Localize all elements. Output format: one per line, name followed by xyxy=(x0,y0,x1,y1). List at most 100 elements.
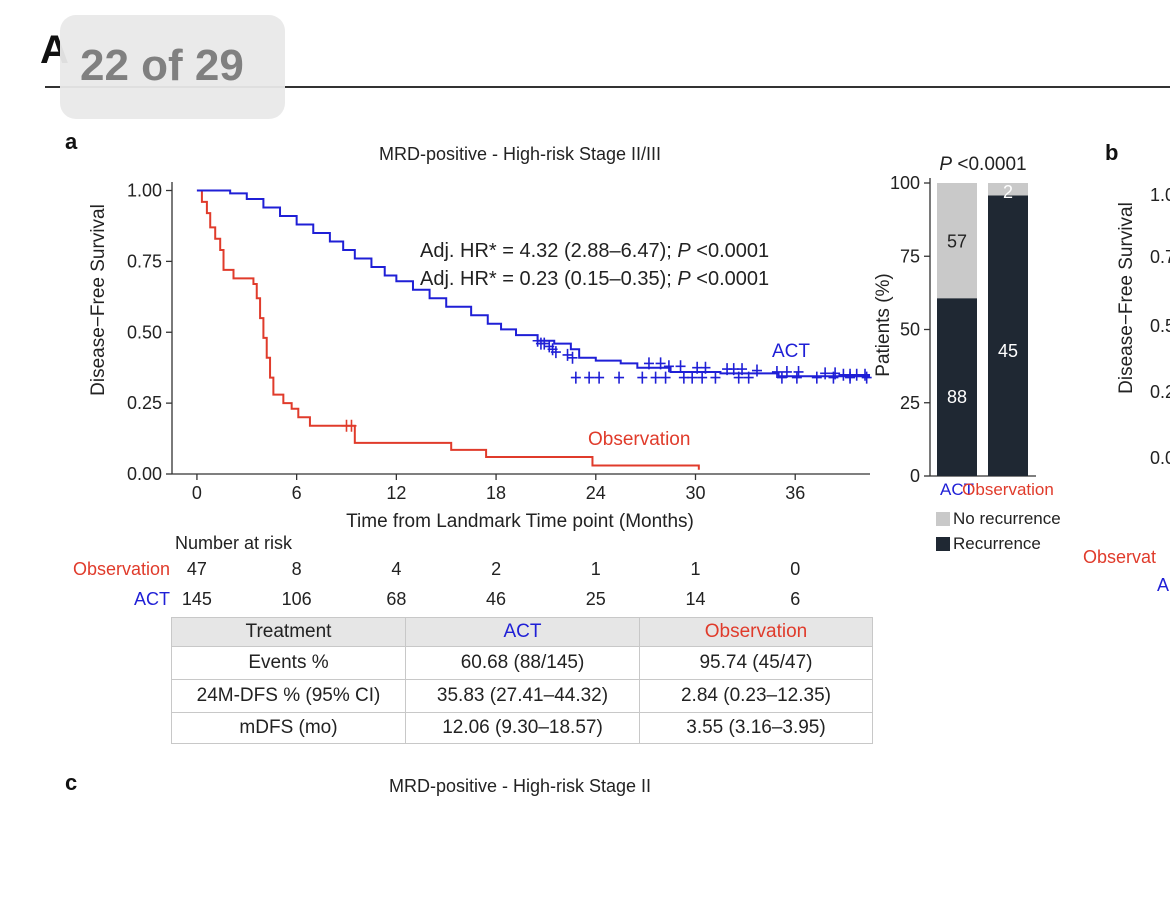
km-act-censor-mark xyxy=(539,337,550,350)
bar-category-label: Observation xyxy=(962,480,1054,499)
km-act-censor-mark xyxy=(637,371,648,384)
km-act-censor-mark xyxy=(733,371,744,384)
km-observation-censor-marks xyxy=(341,419,357,432)
figure: a b c MRD-positive - High-risk Stage II … xyxy=(65,129,1170,796)
km-y-tick-label: 0.75 xyxy=(127,251,162,271)
risk-table-value: 6 xyxy=(790,589,800,609)
table-cell: 95.74 (45/47) xyxy=(639,646,873,680)
table-row: Events % 60.68 (88/145) 95.74 (45/47) xyxy=(171,646,873,680)
km-act-censor-mark xyxy=(697,371,708,384)
panel-b-label: b xyxy=(1105,140,1118,165)
bar-segment-no-recurrence xyxy=(937,183,977,299)
km-hr-line-1: Adj. HR* = 4.32 (2.88–6.47); P <0.0001 xyxy=(420,240,769,262)
risk-row-observation-label: Observation xyxy=(73,559,170,579)
bar-title: P <0.0001 xyxy=(939,154,1026,175)
km-act-censor-mark xyxy=(791,371,802,384)
km-act-censor-marks xyxy=(532,334,872,384)
km-observation-censor-mark xyxy=(346,419,357,432)
risk-table-value: 25 xyxy=(586,589,606,609)
km-hr-line-2: Adj. HR* = 0.23 (0.15–0.35); P <0.0001 xyxy=(420,268,769,290)
km-act-censor-mark xyxy=(550,346,561,359)
km-act-censor-mark xyxy=(570,371,581,384)
km-act-censor-mark xyxy=(820,367,831,380)
bar-ylabel: Patients (%) xyxy=(873,273,894,376)
b-ytick-2: 0.7 xyxy=(1150,247,1170,267)
risk-table-value: 4 xyxy=(391,559,401,579)
km-act-censor-mark xyxy=(584,371,595,384)
km-act-censor-mark xyxy=(776,371,787,384)
risk-table-value: 1 xyxy=(690,559,700,579)
bar-y-ticks: 0 25 50 75 100 xyxy=(890,173,930,486)
km-act-censor-mark xyxy=(675,360,686,373)
risk-table-value: 8 xyxy=(292,559,302,579)
km-act-censor-mark xyxy=(660,371,671,384)
km-act-censor-mark xyxy=(811,371,822,384)
risk-table-value: 145 xyxy=(182,589,212,609)
km-act-censor-mark xyxy=(793,365,804,378)
table-row: mDFS (mo) 12.06 (9.30–18.57) 3.55 (3.16–… xyxy=(171,712,873,744)
header-rule xyxy=(45,86,1170,88)
risk-table-value: 14 xyxy=(685,589,705,609)
b-risk-observation-label: Observat xyxy=(1083,547,1156,567)
panel-c-title: MRD-positive - High-risk Stage II xyxy=(389,776,651,796)
km-y-ticks: 0.00 0.25 0.50 0.75 1.00 xyxy=(127,181,172,484)
km-act-censor-mark xyxy=(710,371,721,384)
km-act-censor-mark xyxy=(643,357,654,370)
b-risk-act-label: A xyxy=(1157,575,1169,595)
b-ytick-1: 1.0 xyxy=(1150,185,1170,205)
bar-segment-recurrence xyxy=(988,195,1028,476)
km-act-curve xyxy=(196,189,870,378)
bar-data-label: 45 xyxy=(998,341,1018,361)
table-cell: 2.84 (0.23–12.35) xyxy=(639,679,873,713)
km-act-censor-mark xyxy=(655,357,666,370)
km-y-tick-label: 0.50 xyxy=(127,322,162,342)
bar-y-tick-label: 0 xyxy=(910,466,920,486)
summary-header-observation: Observation xyxy=(639,617,873,647)
table-cell: mDFS (mo) xyxy=(171,712,406,744)
km-ylabel: Disease−Free Survival xyxy=(88,204,109,396)
km-act-censor-mark xyxy=(650,371,661,384)
bar-data-label: 2 xyxy=(1003,182,1013,202)
km-xlabel: Time from Landmark Time point (Months) xyxy=(346,511,694,532)
km-act-censor-mark xyxy=(743,371,754,384)
km-x-tick-label: 0 xyxy=(192,483,202,503)
km-act-censor-mark xyxy=(614,371,625,384)
bar-category-label: ACT xyxy=(940,480,974,499)
km-act-censor-mark xyxy=(562,348,573,361)
km-act-censor-mark xyxy=(828,371,839,384)
km-x-tick-label: 12 xyxy=(386,483,406,503)
km-x-tick-label: 18 xyxy=(486,483,506,503)
km-y-tick-label: 1.00 xyxy=(127,181,162,201)
legend-no-recurrence-label: No recurrence xyxy=(953,509,1061,528)
table-cell: 60.68 (88/145) xyxy=(405,646,640,680)
km-x-tick-label: 36 xyxy=(785,483,805,503)
km-title: MRD-positive - High-risk Stage II/III xyxy=(379,144,661,164)
summary-header-row: Treatment ACT Observation xyxy=(171,617,873,647)
risk-table-value: 68 xyxy=(386,589,406,609)
bar-data-label: 88 xyxy=(947,387,967,407)
risk-row-act-label: ACT xyxy=(134,589,170,609)
bar-y-tick-label: 75 xyxy=(900,246,920,266)
risk-table-title: Number at risk xyxy=(175,533,293,553)
legend-no-recurrence-swatch xyxy=(936,512,950,526)
table-cell: 12.06 (9.30–18.57) xyxy=(405,712,640,744)
risk-table-value: 2 xyxy=(491,559,501,579)
bar-segment-no-recurrence xyxy=(988,183,1028,196)
km-x-tick-label: 24 xyxy=(586,483,606,503)
km-act-censor-mark xyxy=(860,368,871,381)
bar-y-tick-label: 50 xyxy=(900,320,920,340)
risk-table-values: 47 8 4 2 1 1 0 145 106 68 46 25 14 6 xyxy=(182,559,800,609)
summary-header-treatment: Treatment xyxy=(171,617,406,647)
km-act-censor-mark xyxy=(594,371,605,384)
km-x-ticks: 0 6 12 18 24 30 36 xyxy=(192,474,805,503)
bar-segment-recurrence xyxy=(937,298,977,476)
km-act-censor-mark xyxy=(781,365,792,378)
legend-recurrence-swatch xyxy=(936,537,950,551)
km-x-tick-label: 6 xyxy=(292,483,302,503)
km-act-censor-mark xyxy=(567,351,578,364)
bar-marks: 88 57 ACT 45 2 Observation xyxy=(937,182,1054,499)
b-ytick-3: 0.5 xyxy=(1150,316,1170,336)
km-act-censor-mark xyxy=(687,371,698,384)
table-row: 24M-DFS % (95% CI) 35.83 (27.41–44.32) 2… xyxy=(171,679,873,713)
bar-y-tick-label: 100 xyxy=(890,173,920,193)
